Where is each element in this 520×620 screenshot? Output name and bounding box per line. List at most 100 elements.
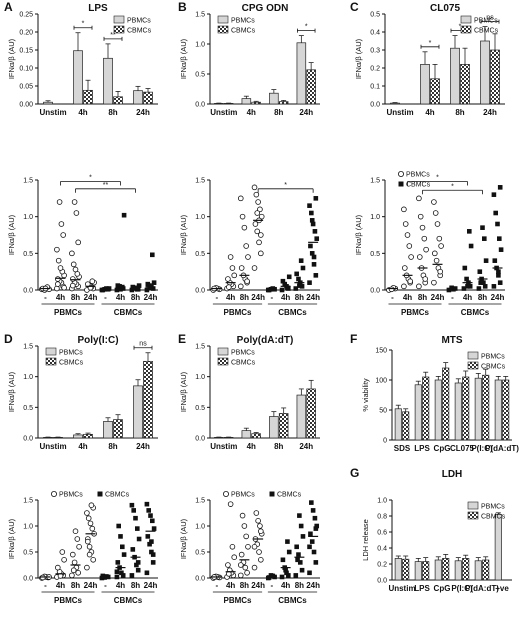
panel-title: Poly(dA:dT) xyxy=(237,335,294,346)
y-axis-label: IFNα/β (AU) xyxy=(7,371,16,412)
point-pbmc xyxy=(229,265,236,271)
bar-pbmc xyxy=(394,558,402,581)
group-label: CBMCs xyxy=(114,596,143,605)
bar-pbmc xyxy=(434,559,442,581)
panel-title: CPG ODN xyxy=(242,3,289,14)
point-cbmc xyxy=(491,192,497,197)
point-cbmc xyxy=(294,271,299,277)
y-tick-label: 0.0 xyxy=(370,102,380,109)
sig-label: * xyxy=(284,182,287,189)
y-tick-label: 0.4 xyxy=(377,546,387,553)
bar-pbmc xyxy=(133,385,143,439)
bar-pbmc xyxy=(390,102,400,105)
point-pbmc xyxy=(401,265,408,271)
x-category-label: 24h xyxy=(299,442,313,451)
point-pbmc xyxy=(84,564,90,571)
point-pbmc xyxy=(255,517,261,524)
legend-marker-cbmc xyxy=(398,181,404,187)
point-cbmc xyxy=(309,539,315,544)
x-category-label: P(I:C) xyxy=(471,444,493,453)
point-cbmc xyxy=(308,243,313,249)
point-cbmc xyxy=(293,573,299,578)
point-pbmc xyxy=(431,199,437,205)
point-pbmc xyxy=(419,224,426,231)
point-cbmc xyxy=(461,286,467,291)
point-pbmc xyxy=(73,210,80,216)
point-pbmc xyxy=(57,265,64,271)
point-pbmc xyxy=(227,254,234,260)
x-category-label: - xyxy=(216,581,219,590)
x-category-label: 8h xyxy=(478,293,487,302)
bar-cbmc xyxy=(442,558,450,581)
point-pbmc xyxy=(239,213,246,220)
x-category-label: 8h xyxy=(71,293,80,302)
y-tick-label: 1.0 xyxy=(370,214,380,221)
legend-swatch-pbmc xyxy=(45,347,57,356)
point-pbmc xyxy=(86,551,93,558)
point-cbmc xyxy=(497,280,503,285)
point-cbmc xyxy=(307,544,312,550)
y-tick-label: 1.5 xyxy=(195,178,205,185)
group-label: CBMCs xyxy=(278,308,307,317)
x-category-label: 8h xyxy=(108,442,117,451)
point-cbmc xyxy=(308,531,313,537)
point-pbmc xyxy=(417,213,424,220)
point-pbmc xyxy=(72,528,79,534)
point-cbmc xyxy=(115,283,121,288)
bar-pbmc xyxy=(296,42,307,105)
y-tick-label: 0.5 xyxy=(23,251,33,258)
y-tick-label: 100 xyxy=(375,378,387,385)
point-cbmc xyxy=(309,210,314,216)
point-pbmc xyxy=(433,257,440,264)
y-tick-label: 0.8 xyxy=(377,514,387,521)
bar-pbmc xyxy=(241,98,252,105)
point-cbmc xyxy=(491,284,497,289)
point-cbmc xyxy=(115,560,121,565)
point-cbmc xyxy=(282,281,288,287)
point-pbmc xyxy=(407,278,414,285)
point-cbmc xyxy=(480,225,485,230)
point-cbmc xyxy=(313,196,319,201)
point-cbmc xyxy=(100,287,106,293)
y-tick-label: 0.5 xyxy=(195,251,205,258)
bar-pbmc xyxy=(269,416,279,439)
point-cbmc xyxy=(146,508,151,513)
point-pbmc xyxy=(72,266,79,273)
x-category-label: 24h xyxy=(144,581,158,590)
point-pbmc xyxy=(90,556,96,563)
point-pbmc xyxy=(245,543,251,550)
x-category-label: - xyxy=(44,293,47,302)
y-tick-label: 0.1 xyxy=(370,84,380,91)
legend-marker-pbmc xyxy=(222,490,229,497)
panel-letter: D xyxy=(4,332,13,346)
point-cbmc xyxy=(296,276,301,282)
point-cbmc xyxy=(477,269,483,274)
point-cbmc xyxy=(283,567,288,573)
point-pbmc xyxy=(75,569,81,576)
point-pbmc xyxy=(406,243,413,249)
point-cbmc xyxy=(136,283,142,288)
point-pbmc xyxy=(431,279,437,286)
y-tick-label: 0.05 xyxy=(19,84,33,91)
point-cbmc xyxy=(300,534,306,539)
x-category-label: 24h xyxy=(251,581,265,590)
point-cbmc xyxy=(465,284,470,289)
legend-label: CBMCs xyxy=(127,28,152,35)
y-tick-label: 0.10 xyxy=(19,66,33,73)
point-pbmc xyxy=(416,283,422,290)
point-pbmc xyxy=(251,543,258,550)
bar-cbmc xyxy=(482,374,490,441)
point-pbmc xyxy=(225,276,231,282)
panel-letter: A xyxy=(4,0,13,14)
point-pbmc xyxy=(436,235,443,242)
point-pbmc xyxy=(75,239,81,246)
point-cbmc xyxy=(312,515,318,521)
bar-pbmc xyxy=(454,382,462,441)
point-cbmc xyxy=(464,276,469,282)
x-category-label: Unstim xyxy=(39,442,66,451)
sig-label: * xyxy=(82,21,85,28)
bar-pbmc xyxy=(494,514,502,581)
